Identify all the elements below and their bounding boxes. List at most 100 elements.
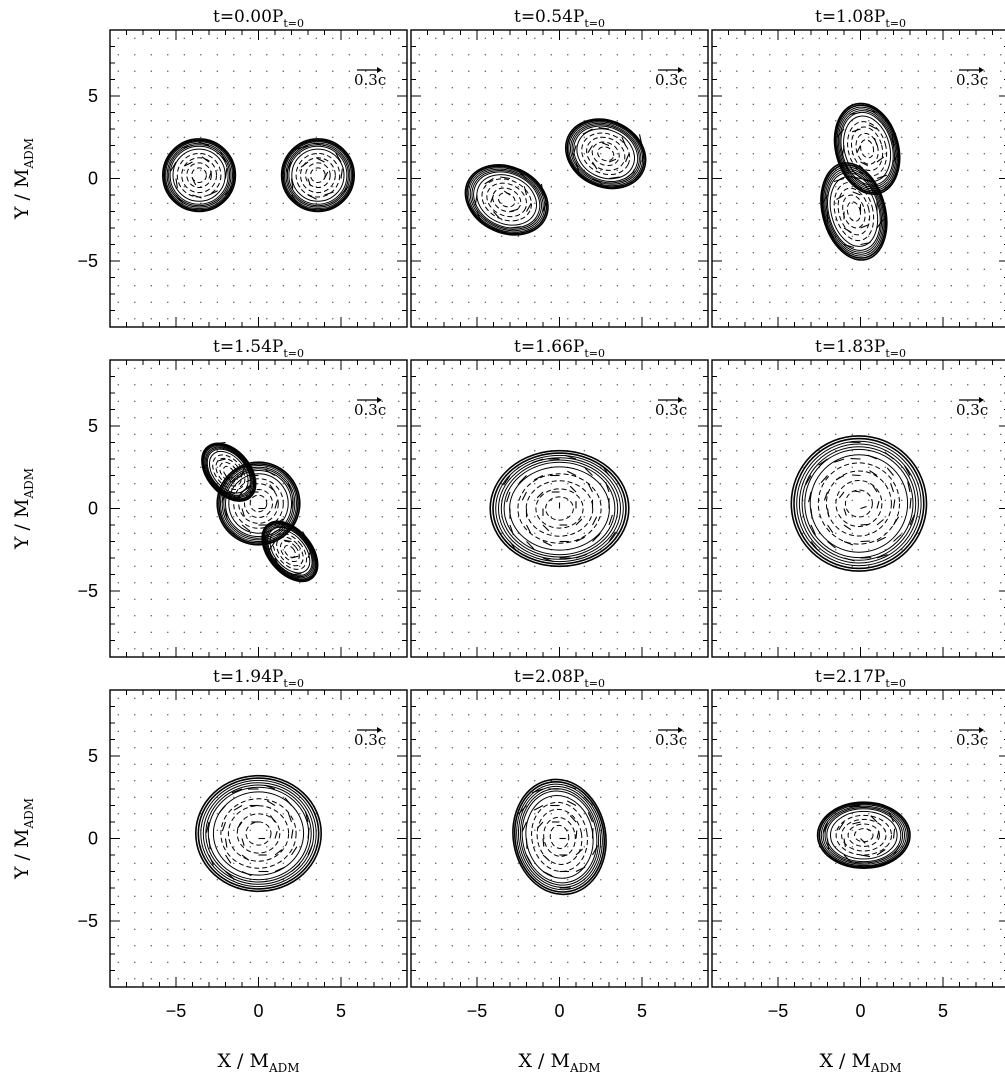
y-tick-label: 5 xyxy=(88,416,98,436)
contour-line xyxy=(566,119,645,188)
density-contours xyxy=(790,435,928,572)
axis-ticks xyxy=(410,359,709,658)
reference-arrow-label: 0.3c xyxy=(354,71,386,89)
contour-line xyxy=(793,437,925,570)
panel-title: t=0.00Pt=0 xyxy=(213,7,304,30)
density-contours xyxy=(512,778,607,896)
reference-arrow: 0.3c xyxy=(354,397,386,419)
axis-ticks xyxy=(410,29,709,328)
contour-line xyxy=(195,774,323,893)
contour-line xyxy=(202,443,256,501)
axis-labels: Y / MADM Y / MADM Y / MADM X / MADM X / MADM… xyxy=(11,138,902,1075)
panel-title: t=1.54Pt=0 xyxy=(213,337,304,360)
density-contours xyxy=(820,102,901,261)
velocity-arrows xyxy=(805,441,915,562)
contour-line xyxy=(272,532,308,570)
contour-line xyxy=(295,152,341,198)
x-axis-label: X / MADM xyxy=(217,1050,299,1075)
panel-5: t=1.66Pt=0 0.3c xyxy=(410,337,709,658)
contour-line xyxy=(212,791,305,876)
axis-ticks xyxy=(711,359,1005,658)
panel-1: t=0.00Pt=0 0.3c −5 0 5 xyxy=(77,7,408,328)
panel-title: t=0.54Pt=0 xyxy=(514,7,605,30)
contour-line xyxy=(205,447,252,497)
axis-ticks xyxy=(109,29,408,328)
velocity-arrows xyxy=(518,784,599,889)
x-tick-label: 0 xyxy=(253,1001,263,1021)
contour-line xyxy=(817,462,901,545)
contour-line xyxy=(796,440,922,567)
contour-line xyxy=(790,435,928,572)
contour-line xyxy=(568,121,643,187)
axis-ticks xyxy=(711,29,1005,328)
velocity-arrows xyxy=(170,141,233,204)
reference-arrow: 0.3c xyxy=(655,397,687,419)
contour-line xyxy=(473,171,541,229)
contour-line xyxy=(809,454,909,553)
x-tick-label: −5 xyxy=(166,1001,187,1021)
contour-line xyxy=(203,445,254,500)
contour-line xyxy=(169,145,229,205)
contour-line xyxy=(265,524,315,579)
contour-line xyxy=(216,461,301,546)
contour-line xyxy=(285,142,351,208)
velocity-grid-dots xyxy=(719,367,1002,650)
contour-line xyxy=(820,162,888,261)
reference-arrow: 0.3c xyxy=(956,67,988,89)
contour-line xyxy=(844,489,873,518)
velocity-arrows xyxy=(205,784,314,880)
contour-line xyxy=(486,182,528,218)
x-tick-label: 0 xyxy=(554,1001,564,1021)
contour-line xyxy=(310,167,326,183)
velocity-arrows xyxy=(823,804,901,863)
density-contours xyxy=(162,138,356,213)
contour-line xyxy=(576,128,635,180)
y-tick-label: 5 xyxy=(88,746,98,766)
contour-line xyxy=(516,783,603,891)
contour-line xyxy=(798,443,919,564)
contour-line xyxy=(197,777,320,890)
axis-ticks xyxy=(109,359,408,658)
contour-line xyxy=(471,170,542,230)
contour-line xyxy=(860,139,875,159)
contour-line xyxy=(822,805,905,865)
contour-line xyxy=(843,115,892,182)
contour-line xyxy=(283,544,296,558)
x-tick-label: 5 xyxy=(336,1001,346,1021)
contour-line xyxy=(291,148,345,202)
y-tick-label: 0 xyxy=(88,499,98,519)
contour-line xyxy=(181,157,218,194)
x-tick-label: −5 xyxy=(768,1001,789,1021)
contour-line xyxy=(498,457,621,560)
contour-line xyxy=(276,536,304,567)
contour-line xyxy=(847,823,880,847)
density-contours xyxy=(195,774,323,893)
contour-line xyxy=(221,466,296,541)
reference-arrow-label: 0.3c xyxy=(655,731,687,749)
panel-title: t=1.08Pt=0 xyxy=(815,7,906,30)
y-axis-label: Y / MADM xyxy=(11,468,36,550)
contour-line xyxy=(469,168,544,232)
contour-line xyxy=(841,818,887,852)
contour-line xyxy=(168,144,231,207)
contour-line xyxy=(826,808,902,863)
velocity-grid-dots xyxy=(418,37,701,320)
reference-arrow: 0.3c xyxy=(354,67,386,89)
contour-line xyxy=(536,808,583,865)
axis-ticks xyxy=(410,689,709,988)
contour-line xyxy=(495,454,624,563)
contour-line xyxy=(549,824,570,849)
reference-arrow: 0.3c xyxy=(956,397,988,419)
contour-line xyxy=(825,170,882,253)
panel-6: t=1.83Pt=0 0.3c xyxy=(711,337,1005,658)
contour-line xyxy=(228,473,289,534)
reference-arrow-label: 0.3c xyxy=(956,71,988,89)
contour-line xyxy=(513,780,606,893)
contour-line xyxy=(597,146,615,162)
contour-line xyxy=(206,448,251,496)
reference-arrow: 0.3c xyxy=(354,727,386,749)
contour-line xyxy=(586,136,626,171)
contour-line xyxy=(591,141,620,167)
x-axis-label: X / MADM xyxy=(518,1050,600,1075)
